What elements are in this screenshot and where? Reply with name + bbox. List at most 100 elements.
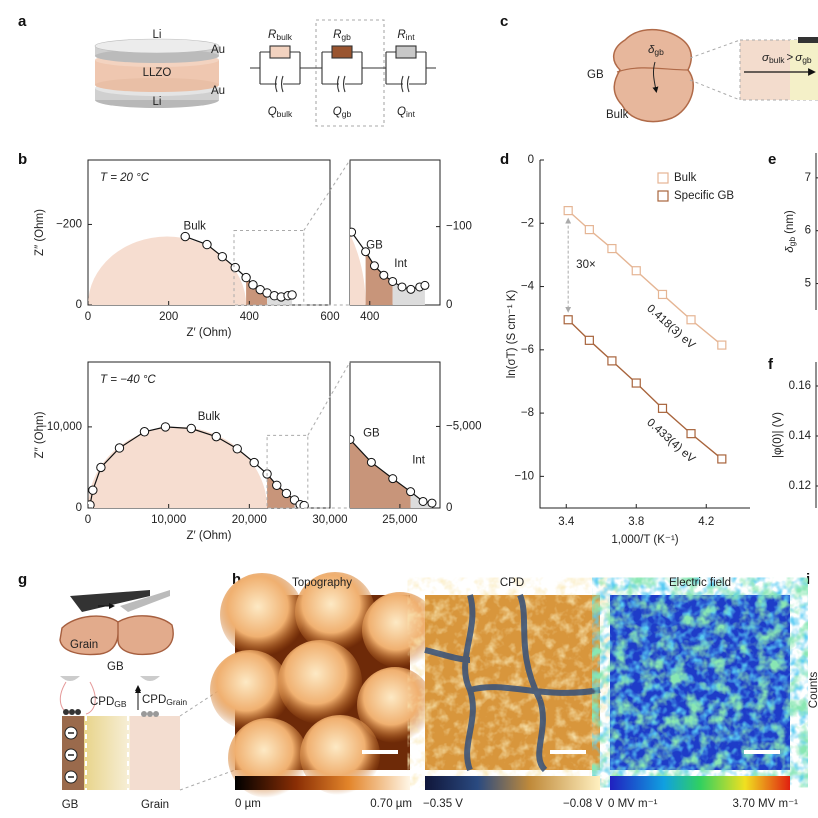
x-tick-label: 600 xyxy=(320,311,339,323)
y-tick-label: −2 xyxy=(521,217,534,229)
y-tick-label: 0.16 xyxy=(789,380,811,392)
region-label: Bulk xyxy=(184,221,207,233)
data-point xyxy=(281,488,292,499)
topography-image xyxy=(210,572,438,798)
data-point xyxy=(121,341,129,349)
region-label: Int xyxy=(412,454,426,466)
x-axis-label: Z′ (Ohm) xyxy=(187,327,232,339)
legend-swatch xyxy=(657,190,669,202)
data-point xyxy=(584,335,594,345)
data-point xyxy=(230,262,240,273)
data-point xyxy=(369,261,379,271)
data-point xyxy=(388,474,398,484)
data-point xyxy=(657,289,668,300)
axis-label: Counts xyxy=(808,672,818,709)
label-part: δ xyxy=(784,246,796,253)
cell-label: Li xyxy=(153,96,162,108)
colorbar xyxy=(425,776,600,790)
region-label: Int xyxy=(394,258,408,270)
panel-letter: i xyxy=(806,571,810,588)
x-tick-label: 0 xyxy=(85,514,91,526)
legend-label: Specific GB xyxy=(674,190,734,202)
y-tick-label: 7 xyxy=(805,172,811,184)
colorbar-min: 0 MV m⁻¹ xyxy=(608,798,658,810)
plot-area xyxy=(88,422,309,508)
colorbar-min: 0 µm xyxy=(235,798,261,810)
data-point xyxy=(406,487,416,497)
panel-letter: b xyxy=(18,151,27,168)
data-point xyxy=(361,247,371,257)
region-label: GB xyxy=(363,428,380,440)
y-tick-label: 0.14 xyxy=(789,430,812,442)
data-point xyxy=(607,356,617,366)
slope-label: 0.418(3) eV xyxy=(644,303,697,352)
data-line xyxy=(350,438,433,504)
resistor-label: Rbulk xyxy=(268,29,293,42)
image-title: CPD xyxy=(500,577,524,589)
region-label: Grain xyxy=(141,799,169,811)
y-tick-label: 0 xyxy=(76,299,82,311)
colorbar-max: 0.70 µm xyxy=(370,798,412,810)
y-axis-label: δgb (nm) xyxy=(784,210,797,253)
data-point xyxy=(563,315,573,325)
cpd-label: CPDGrain xyxy=(142,694,187,707)
data-point xyxy=(178,344,186,352)
data-point xyxy=(631,266,641,276)
gb-label: GB xyxy=(107,661,124,673)
panel-letter: a xyxy=(18,13,27,30)
cpe-label: Qbulk xyxy=(268,106,293,119)
data-point xyxy=(366,457,376,467)
colorbar xyxy=(235,776,410,790)
region-label: GB xyxy=(366,240,383,252)
y-axis-label: Z″ (Ohm) xyxy=(34,209,46,256)
resistor-label: Rgb xyxy=(333,29,351,42)
y-axis-label: Z″ (Ohm) xyxy=(34,411,46,458)
data-point xyxy=(287,290,297,300)
colorbar-min: −0.35 V xyxy=(423,798,463,810)
cpd-image xyxy=(424,593,601,773)
x-tick-label: 0 xyxy=(85,311,91,323)
grain-diagram xyxy=(613,28,818,123)
data-point xyxy=(379,270,389,280)
bulk-region xyxy=(350,234,366,305)
data-point xyxy=(397,282,407,292)
data-point xyxy=(202,239,212,250)
data-point xyxy=(388,276,398,286)
data-point xyxy=(88,485,98,495)
kpfm-diagram xyxy=(59,590,236,791)
label-part: (nm) xyxy=(784,210,796,234)
bulk-region xyxy=(88,426,268,508)
y-tick-label: 0.12 xyxy=(789,480,811,492)
data-point xyxy=(607,243,617,254)
x-tick-label: 30,000 xyxy=(312,514,347,526)
label-part: gb xyxy=(787,237,797,247)
data-line xyxy=(89,426,305,507)
zoom-line xyxy=(307,361,351,436)
data-point xyxy=(686,315,696,325)
data-point xyxy=(350,227,357,237)
x-tick-label: 4.2 xyxy=(698,516,714,528)
data-point xyxy=(114,443,125,453)
x-tick-label: 400 xyxy=(360,311,379,323)
y-axis-label: |φ(0)| (V) xyxy=(772,412,784,458)
conductivity-label: σbulk > σgb xyxy=(762,52,812,65)
y-tick-label: 0 xyxy=(76,502,82,514)
cpe-label: Qgb xyxy=(333,106,352,119)
panel-letter: d xyxy=(500,151,509,168)
plot-area xyxy=(350,227,430,305)
data-point xyxy=(299,500,309,508)
data-point xyxy=(418,496,428,506)
colorbar-max: −0.08 V xyxy=(563,798,603,810)
legend-swatch xyxy=(657,172,669,184)
resistor-label: Rint xyxy=(397,29,415,42)
y-tick-label: 0 xyxy=(446,502,452,514)
cpd-label: CPDGB xyxy=(90,696,127,709)
data-point xyxy=(88,500,95,508)
data-point xyxy=(272,480,282,490)
x-tick-label: 10,000 xyxy=(151,514,186,526)
data-point xyxy=(232,444,242,454)
data-point xyxy=(350,434,355,444)
data-point xyxy=(248,280,258,290)
cpe-label: Qint xyxy=(397,106,416,119)
data-point xyxy=(717,340,727,350)
